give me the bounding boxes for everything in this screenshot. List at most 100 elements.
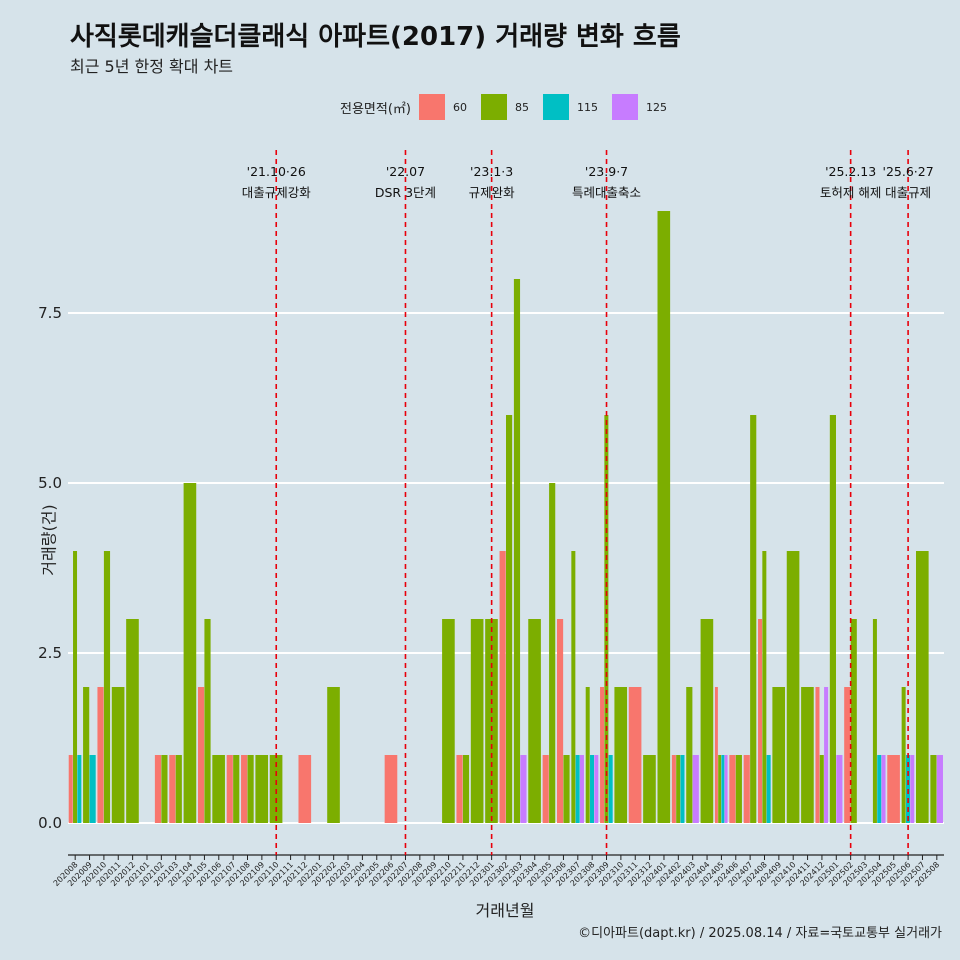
legend-item-60: 60 [418, 94, 467, 120]
bar-60-202406 [729, 755, 736, 823]
bar-125-202303 [520, 755, 527, 823]
event-date-label: '21.10·26 [247, 164, 306, 179]
bar-60-202306 [556, 619, 564, 823]
legend: 전용면적(㎡) 60 85 115 125 [340, 93, 681, 121]
bar-60-202502 [844, 687, 851, 823]
event-date-label: '25.6·27 [883, 164, 934, 179]
bar-85-202104 [183, 483, 197, 823]
bar-85-202406 [735, 755, 742, 823]
chart-subtitle: 최근 5년 한정 확대 차트 [70, 57, 234, 76]
y-tick-label: 0.0 [38, 814, 62, 832]
legend-title: 전용면적(㎡) [340, 101, 411, 117]
legend-item-125: 125 [611, 94, 667, 120]
event-name-label: 대출규제강화 [242, 185, 312, 200]
bar-85-202107 [233, 755, 240, 823]
bar-85-202305 [549, 483, 556, 823]
bar-85-202508 [930, 755, 937, 823]
y-tick-label: 2.5 [38, 644, 62, 662]
bar-85-202106 [212, 755, 225, 823]
bar-85-202401 [657, 211, 671, 823]
bar-115-202308 [590, 755, 595, 823]
bar-115-202307 [575, 755, 580, 823]
bar-60-202103 [169, 755, 176, 823]
bar-115-202402 [680, 755, 685, 823]
bar-85-202103 [175, 755, 182, 823]
bar-85-202011 [111, 687, 125, 823]
bar-85-202212 [470, 619, 484, 823]
bar-125-202307 [579, 755, 584, 823]
bar-115-202008 [77, 755, 82, 823]
bar-85-202210 [442, 619, 455, 823]
bar-85-202506 [901, 687, 906, 823]
bar-60-202105 [197, 687, 205, 823]
bar-115-202504 [877, 755, 882, 823]
event-name-label: 대출규제 [885, 185, 931, 200]
legend-item-85: 85 [480, 94, 529, 120]
bar-85-202507 [915, 551, 929, 823]
bar-85-202403 [686, 687, 693, 823]
bar-85-202412 [819, 755, 824, 823]
event-name-label: 규제완화 [469, 185, 516, 200]
legend-label-115: 115 [576, 100, 598, 114]
bar-85-202310 [614, 687, 628, 823]
legend-swatch-60 [418, 94, 445, 120]
bar-85-202408 [762, 551, 767, 823]
bar-60-202305 [542, 755, 549, 823]
bar-85-202108 [247, 755, 254, 823]
bar-85-202409 [772, 687, 786, 823]
bar-115-202408 [766, 755, 771, 823]
bar-85-202010 [103, 551, 111, 823]
bar-125-202405 [724, 755, 728, 823]
bar-85-202410 [786, 551, 800, 823]
bar-115-202309 [608, 755, 613, 823]
bar-85-202012 [126, 619, 139, 823]
y-tick-label: 5.0 [38, 474, 62, 492]
bar-60-202206 [384, 755, 398, 823]
bar-60-202405 [714, 687, 718, 823]
bar-60-202302 [499, 551, 506, 823]
event-date-label: '25.2.13 [825, 164, 876, 179]
bar-125-202308 [594, 755, 599, 823]
bar-60-202407 [743, 755, 750, 823]
bar-125-202412 [824, 687, 829, 823]
bar-60-202107 [226, 755, 233, 823]
bar-60-202108 [241, 755, 248, 823]
bar-60-202102 [154, 755, 162, 823]
bar-115-202405 [721, 755, 725, 823]
bar-85-202502 [850, 619, 857, 823]
bar-85-202405 [718, 755, 722, 823]
bar-85-202306 [563, 755, 570, 823]
bar-115-202009 [89, 755, 96, 823]
legend-label-125: 125 [645, 100, 667, 114]
x-axis-label: 거래년월 [475, 901, 535, 920]
bar-85-202102 [161, 755, 168, 823]
bar-85-202302 [506, 415, 513, 823]
bar-85-202312 [643, 755, 656, 823]
bar-60-202505 [887, 755, 900, 823]
event-date-label: '22.07 [386, 164, 425, 179]
bar-85-202407 [750, 415, 757, 823]
legend-label-60: 60 [452, 100, 467, 114]
bar-85-202109 [255, 755, 269, 823]
bar-60-202010 [97, 687, 104, 823]
legend-label-85: 85 [514, 100, 529, 114]
bar-85-202303 [513, 279, 521, 823]
chart-title: 사직롯데캐슬더클래식 아파트(2017) 거래량 변화 흐름 [70, 22, 681, 52]
event-date-label: '23.1·3 [470, 164, 513, 179]
bar-85-202008 [73, 551, 78, 823]
bar-85-202304 [528, 619, 541, 823]
bar-85-202308 [585, 687, 590, 823]
event-name-label: DSR 3단계 [375, 185, 436, 200]
event-date-label: '23.9·7 [585, 164, 628, 179]
bar-85-202307 [571, 551, 576, 823]
legend-item-115: 115 [542, 94, 598, 120]
source-caption: ©디아파트(dapt.kr) / 2025.08.14 / 자료=국토교통부 실… [578, 926, 942, 941]
bar-60-202311 [628, 687, 642, 823]
bar-60-202112 [298, 755, 312, 823]
bar-85-202504 [872, 619, 877, 823]
bar-85-202404 [700, 619, 714, 823]
bar-60-202211 [456, 755, 463, 823]
bar-60-202008 [68, 755, 73, 823]
bar-85-202501 [829, 415, 836, 823]
